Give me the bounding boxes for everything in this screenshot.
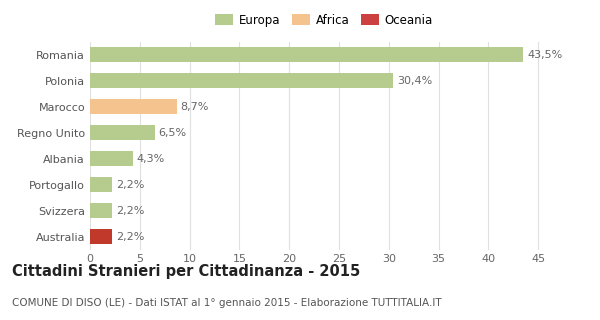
- Text: Cittadini Stranieri per Cittadinanza - 2015: Cittadini Stranieri per Cittadinanza - 2…: [12, 264, 360, 279]
- Text: 4,3%: 4,3%: [137, 154, 165, 164]
- Text: 43,5%: 43,5%: [527, 50, 562, 60]
- Legend: Europa, Africa, Oceania: Europa, Africa, Oceania: [211, 9, 437, 32]
- Bar: [90, 74, 393, 88]
- Text: 2,2%: 2,2%: [116, 205, 144, 216]
- Bar: [90, 229, 112, 244]
- Text: 30,4%: 30,4%: [397, 76, 432, 86]
- Bar: [90, 100, 176, 114]
- Text: 6,5%: 6,5%: [159, 128, 187, 138]
- Text: COMUNE DI DISO (LE) - Dati ISTAT al 1° gennaio 2015 - Elaborazione TUTTITALIA.IT: COMUNE DI DISO (LE) - Dati ISTAT al 1° g…: [12, 298, 442, 308]
- Text: 2,2%: 2,2%: [116, 180, 144, 189]
- Bar: [90, 204, 112, 218]
- Text: 2,2%: 2,2%: [116, 232, 144, 242]
- Text: 8,7%: 8,7%: [181, 102, 209, 112]
- Bar: [90, 125, 155, 140]
- Bar: [90, 178, 112, 192]
- Bar: [90, 151, 133, 166]
- Bar: [90, 47, 523, 62]
